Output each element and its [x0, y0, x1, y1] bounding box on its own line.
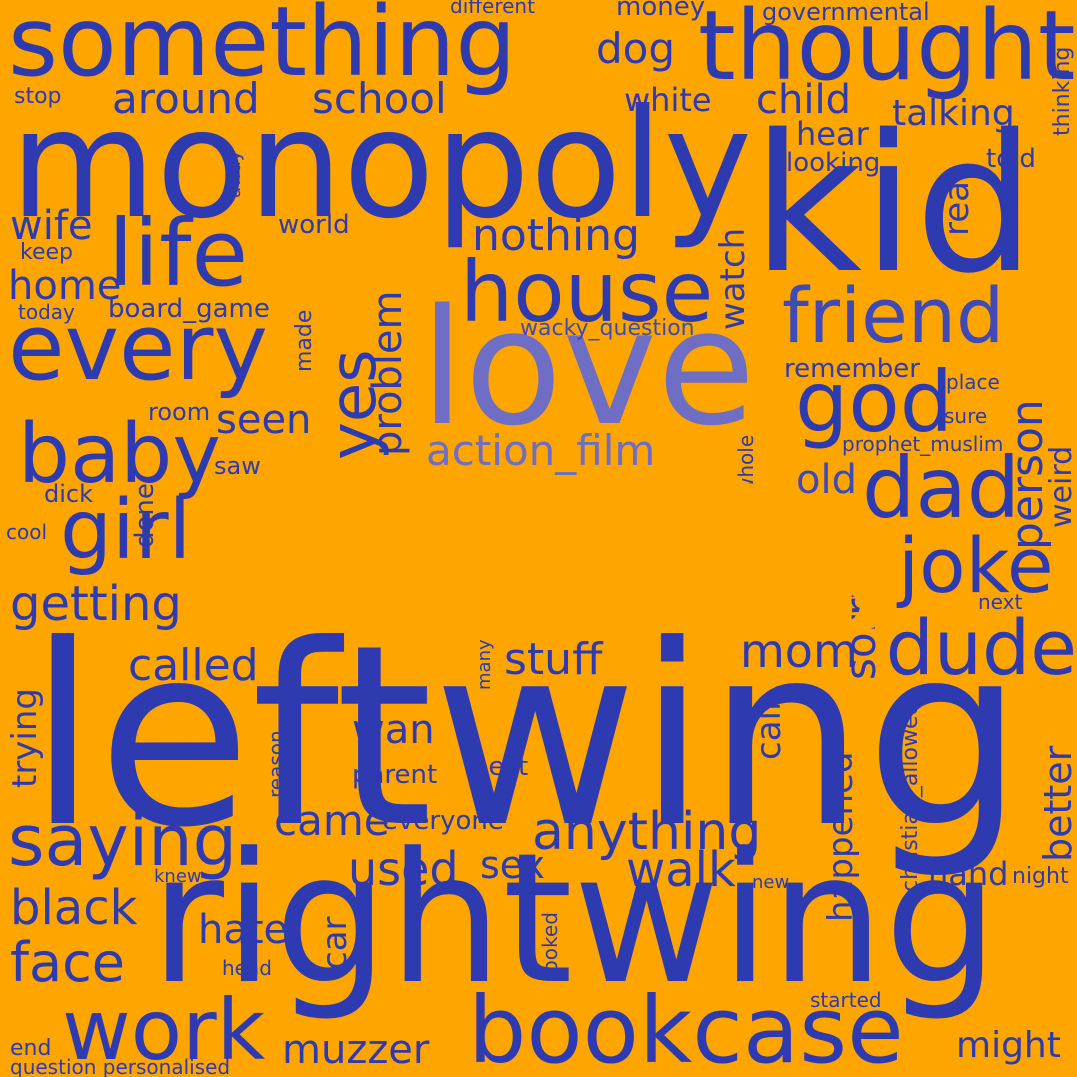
word-looked: looked [538, 912, 562, 978]
word-next: next [978, 590, 1023, 614]
word-world: world [278, 210, 350, 240]
word-weird: weird [1044, 445, 1077, 528]
word-old: old [796, 457, 857, 503]
word-today: today [18, 300, 75, 324]
word-sure: sure [944, 404, 988, 428]
word-nothing: nothing [472, 210, 640, 261]
word-something: something [8, 0, 517, 98]
word-white: white [624, 81, 712, 119]
word-mom: mom [740, 624, 858, 678]
word-dick: dick [44, 480, 93, 508]
word-started: started [810, 988, 882, 1012]
word-remember: remember [784, 354, 920, 384]
word-bookcase: bookcase [468, 977, 904, 1077]
word-love: love [420, 274, 756, 461]
word-leftwing: leftwing [28, 591, 1024, 882]
word-problem: problem [365, 290, 411, 456]
word-wife: wife [10, 203, 93, 249]
word-hate: hate [198, 907, 289, 953]
word-saying: saying [8, 800, 238, 882]
word-prophet-muslim: prophet_muslim [842, 432, 1004, 456]
word-around: around [112, 74, 260, 123]
word-thought: thought [698, 0, 1076, 102]
word-child: child [756, 77, 851, 123]
word-head: head [222, 956, 272, 980]
word-watch: watch [713, 227, 753, 330]
word-black: black [10, 880, 138, 936]
word-anything: anything [532, 802, 762, 862]
word-house: house [460, 243, 714, 341]
word-called: called [128, 640, 259, 691]
word-real: real [937, 171, 977, 236]
word-hand: hand [928, 855, 1009, 893]
word-dad: dad [862, 439, 1021, 537]
word-walk: walk [626, 842, 736, 898]
word-place: place [946, 370, 1000, 394]
word-saw: saw [214, 452, 261, 480]
decade-title: 2010s [238, 462, 907, 662]
word-kid: kid [752, 94, 1036, 315]
word-board-game: board_game [108, 294, 270, 324]
word-dog: dog [596, 24, 676, 73]
word-dude: dude [885, 603, 1077, 692]
word-looking: looking [786, 148, 881, 178]
word-told: told [986, 144, 1036, 174]
word-keep: keep [20, 240, 73, 265]
word-made: made [292, 309, 317, 372]
word-school: school [312, 74, 447, 123]
word-god: god [795, 353, 954, 451]
word-joke: joke [898, 521, 1054, 610]
word-used: used [348, 842, 459, 896]
word-best: best [472, 752, 529, 782]
word-better: better [1036, 745, 1077, 862]
word-call: call [749, 701, 789, 760]
word-baby: baby [18, 407, 221, 502]
word-rightwing: rightwing [150, 815, 999, 1024]
word-stop: stop [14, 84, 62, 109]
word-night: night [1012, 864, 1069, 889]
word-sex: sex [480, 843, 545, 887]
word-life: life [108, 200, 249, 307]
word-cool: cool [6, 520, 48, 544]
word-stuff: stuff [504, 634, 603, 685]
word-home: home [8, 263, 122, 309]
word-new: new [752, 872, 790, 893]
decade-title-text: 2010s [238, 444, 908, 679]
word-done: done [130, 483, 160, 548]
word-end: end [10, 1036, 52, 1061]
word-face: face [10, 931, 126, 994]
word-question-personalised: question personalised [10, 1055, 231, 1077]
word-governmental: governmental [762, 0, 930, 26]
word-girl: girl [60, 483, 192, 578]
word-muzzer: muzzer [282, 1027, 430, 1073]
word-monopoly: monopoly [10, 78, 753, 252]
word-wacky-question: wacky_question [520, 316, 695, 341]
word-seen: seen [216, 397, 312, 443]
word-knew: knew [154, 866, 202, 887]
word-talking: talking [892, 93, 1015, 134]
word-every: every [8, 294, 268, 401]
word-happened: happened [821, 751, 861, 922]
word-friend: friend [782, 271, 1005, 360]
word-getting: getting [10, 576, 182, 632]
word-thinking: thinking [1050, 46, 1075, 136]
word-action-film: action_film [426, 426, 656, 475]
word-away: away [224, 150, 245, 198]
word-work: work [62, 981, 266, 1077]
word-might: might [956, 1025, 1061, 1066]
word-room: room [148, 398, 211, 426]
word-different: different [450, 0, 535, 18]
word-money: money [616, 0, 706, 22]
word-christian-allowed: christian_allowed [898, 701, 923, 892]
word-trying: trying [5, 687, 45, 788]
word-came: came [274, 796, 390, 845]
word-wan: wan [352, 707, 435, 753]
word-car: car [315, 916, 355, 970]
word-reason: reason [264, 730, 288, 798]
word-parent: parent [352, 760, 438, 790]
word-hear: hear [796, 115, 869, 153]
word-everyone: everyone [382, 806, 504, 836]
